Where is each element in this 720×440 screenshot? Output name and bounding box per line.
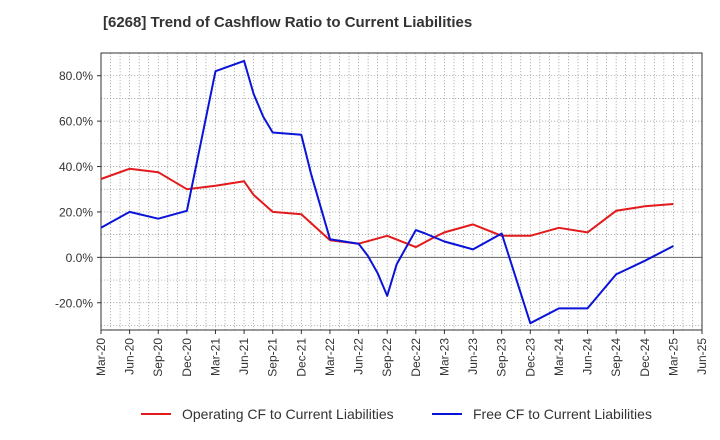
x-tick-label: Sep-24 (609, 338, 623, 377)
x-tick-label: Mar-20 (94, 338, 108, 376)
y-tick-label: -20.0% (55, 296, 93, 310)
x-tick-label: Jun-21 (237, 338, 251, 375)
x-tick-label: Dec-24 (638, 338, 652, 377)
x-tick-label: Dec-20 (180, 338, 194, 377)
x-tick-label: Dec-21 (294, 338, 308, 377)
x-tick-label: Mar-23 (437, 338, 451, 376)
x-tick-label: Jun-22 (352, 338, 366, 375)
series-line-2 (100, 59, 674, 325)
chart-title: [6268] Trend of Cashflow Ratio to Curren… (103, 14, 473, 31)
x-tick-label: Jun-23 (466, 338, 480, 375)
axes: -20.0% 0.0% 20.0% 40.0% 60.0% 80.0% Mar-20 Jun-… (55, 52, 709, 377)
plot-frame (100, 52, 703, 331)
x-tick-label: Sep-22 (380, 338, 394, 377)
y-tick-label: 0.0% (66, 251, 94, 265)
grid (101, 53, 702, 330)
x-tick-label: Dec-22 (409, 338, 423, 377)
x-tick-label: Sep-23 (495, 338, 509, 377)
x-tick-label: Dec-23 (523, 338, 537, 377)
series-lines (100, 59, 674, 325)
y-tick-label: 80.0% (59, 69, 93, 83)
x-tick-label: Jun-24 (581, 338, 595, 375)
y-tick-label: 60.0% (59, 115, 93, 129)
x-tick-label: Mar-21 (208, 338, 222, 376)
series-line-1 (100, 167, 674, 249)
y-tick-label: 40.0% (59, 160, 93, 174)
legend-label-1: Operating CF to Current Liabilities (182, 406, 394, 422)
x-tick-label: Mar-22 (323, 338, 337, 376)
x-tick-label: Mar-24 (552, 338, 566, 376)
x-tick-label: Sep-21 (266, 338, 280, 377)
x-tick-label: Mar-25 (666, 338, 680, 376)
x-tick-label: Sep-20 (151, 338, 165, 377)
y-tick-label: 20.0% (59, 205, 93, 219)
x-tick-label: Jun-20 (123, 338, 137, 375)
x-tick-label: Jun-25 (695, 338, 709, 375)
legend-label-2: Free CF to Current Liabilities (473, 406, 652, 422)
legend: Operating CF to Current Liabilities Free … (141, 406, 652, 422)
plot-area (101, 53, 702, 330)
